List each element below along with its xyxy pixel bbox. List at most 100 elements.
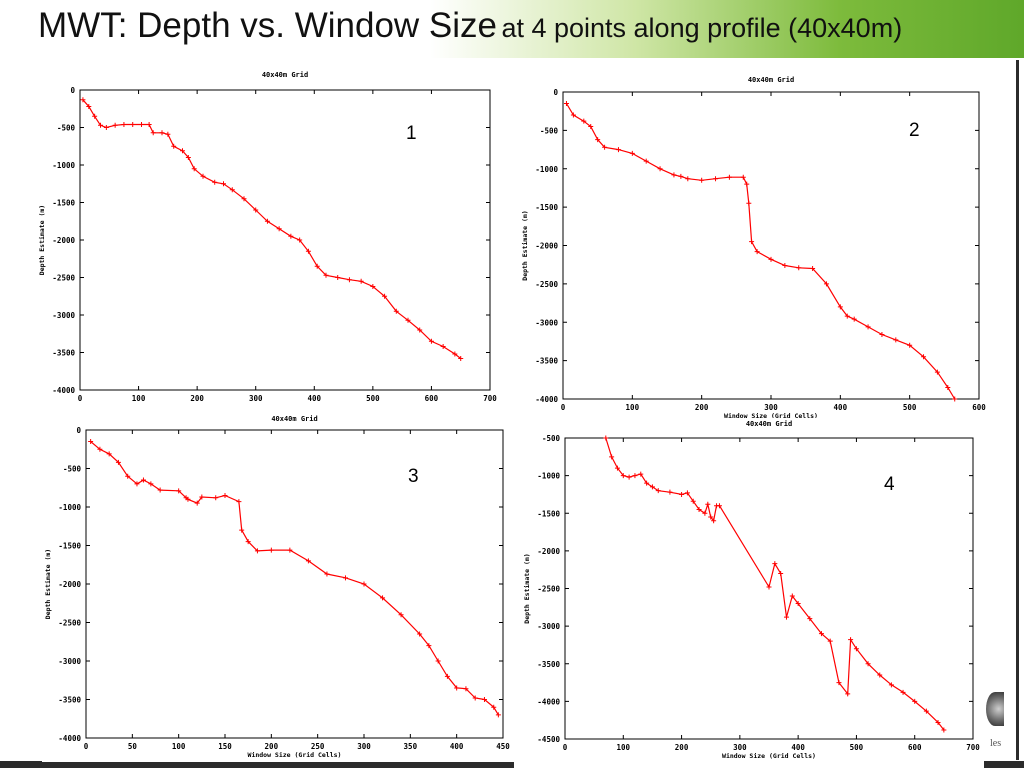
- chart-3-data-point: [463, 686, 469, 692]
- chart-2-data-point: [879, 332, 885, 338]
- chart-3-x-tick-label: 200: [265, 742, 279, 751]
- chart-1-data-point: [180, 148, 185, 154]
- chart-2-y-tick-label: -3500: [535, 357, 558, 366]
- chart-1-data-point: [92, 113, 98, 119]
- chart-1-data-point: [139, 122, 144, 127]
- chart-2-data-point: [615, 147, 621, 153]
- chart-4-series-line: [605, 437, 945, 731]
- chart-3-x-tick-label: 50: [128, 742, 138, 751]
- bottom-frame-rule: [0, 761, 1024, 768]
- chart-3-data-point: [140, 477, 146, 483]
- chart-2-data-point: [643, 158, 649, 164]
- chart-1-y-tick-label: -2000: [52, 236, 75, 245]
- chart-4-data-point: [603, 435, 609, 441]
- chart-1-data-point: [150, 130, 156, 136]
- chart-3-y-tick-label: -3000: [58, 657, 81, 666]
- right-frame-rule: [1016, 60, 1019, 760]
- chart-1-data-point: [185, 155, 191, 160]
- chart-3-data-point: [194, 500, 200, 506]
- chart-1-data-point: [346, 277, 352, 283]
- chart-4-x-tick-label: 700: [966, 743, 980, 752]
- chart-1-data-point: [103, 125, 109, 130]
- chart-2-data-point: [744, 181, 750, 187]
- chart-3-data-point: [134, 481, 140, 487]
- chart-4-data-point: [912, 698, 918, 704]
- chart-2-data-point: [952, 396, 958, 402]
- chart-1-data-point: [171, 143, 177, 149]
- chart-1-y-tick-label: -3500: [52, 349, 75, 358]
- chart-1-y-tick-label: -500: [57, 124, 76, 133]
- chart-4-data-point: [716, 503, 722, 509]
- chart-4-data-point: [711, 518, 717, 524]
- chart-2-data-point: [713, 176, 719, 182]
- chart-1-plot-frame: [79, 89, 491, 391]
- chart-3-data-point: [380, 595, 386, 601]
- chart-3-x-tick-label: 150: [218, 742, 232, 751]
- chart-3-data-point: [97, 446, 103, 452]
- chart-2-y-tick-label: -500: [540, 126, 559, 135]
- chart-2-y-tick-label: -1500: [535, 203, 558, 212]
- chart-3-data-point: [324, 571, 330, 577]
- chart-4-data-point: [783, 614, 789, 620]
- chart-1-data-point: [276, 226, 282, 232]
- chart-2-data-point: [851, 316, 857, 322]
- chart-4-data-point: [649, 484, 655, 490]
- chart-4-title: 40x40m Grid: [746, 420, 792, 428]
- chart-2-svg: 40x40m Grid 0 100 200 300 400 500 600 0 -500 -1000…: [521, 76, 986, 420]
- chart-3-y-tick-label: -1000: [58, 503, 81, 512]
- chart-3-data-point: [125, 473, 131, 479]
- chart-3-title: 40x40m Grid: [271, 415, 317, 423]
- chart-1-x-tick-label: 400: [308, 394, 322, 403]
- chart-4-data-point: [848, 637, 854, 643]
- chart-1-x-tick-label: 200: [190, 394, 204, 403]
- chart-1-x-tick-label: 100: [132, 394, 146, 403]
- chart-1-x-tick-label: 500: [366, 394, 380, 403]
- chart-3-y-tick-label: -4000: [58, 734, 81, 743]
- chart-2-number: 2: [909, 120, 920, 141]
- chart-4-data-point: [853, 646, 859, 652]
- chart-4-data-point: [705, 501, 711, 507]
- chart-2-y-tick-label: -1000: [535, 165, 558, 174]
- chart-1-svg: 40x40m Grid 0 100 200 300 400 500 600 700 0 -500 -1…: [38, 71, 497, 403]
- chart-2-x-tick-label: 300: [764, 403, 778, 412]
- chart-4-number: 4: [884, 474, 895, 495]
- chart-2-data-point: [581, 118, 587, 124]
- chart-2-data-point: [823, 281, 829, 287]
- chart-1-y-tick-label: -4000: [52, 386, 75, 395]
- chart-3-data-point: [398, 612, 404, 618]
- chart-4-data-point: [626, 474, 632, 480]
- slide-title-main: MWT: Depth vs. Window Size: [38, 6, 497, 45]
- chart-3-data-point: [239, 527, 245, 533]
- slide-title-sub: at 4 points along profile (40x40m): [501, 13, 903, 43]
- chart-2-y-axis-label: Depth Estimate (m): [521, 210, 529, 280]
- chart-3-data-point: [491, 704, 497, 710]
- logo-globe-icon: [986, 692, 1004, 726]
- chart-4-y-tick-label: -3500: [537, 660, 560, 669]
- chart-3-data-point: [435, 658, 441, 664]
- chart-4-y-tick-label: -2500: [537, 585, 560, 594]
- chart-2-x-tick-label: 100: [626, 403, 640, 412]
- chart-1-data-point: [165, 131, 171, 137]
- chart-3-y-tick-label: -2500: [58, 619, 81, 628]
- chart-1-data-point: [358, 278, 364, 284]
- chart-3-data-point: [426, 643, 432, 649]
- chart-1-data-point: [130, 122, 136, 127]
- chart-4-data-point: [795, 601, 801, 607]
- chart-3-data-point: [88, 439, 94, 445]
- chart-2-data-point: [768, 256, 774, 262]
- chart-3-data-point: [305, 558, 311, 564]
- chart-2-x-tick-label: 200: [695, 403, 709, 412]
- chart-4-data-point: [679, 491, 685, 497]
- chart-2-data-point: [699, 177, 705, 183]
- chart-3-data-point: [454, 685, 460, 691]
- chart-4-data-point: [941, 727, 947, 733]
- chart-2-data-point: [749, 239, 755, 245]
- chart-4-data-point: [632, 473, 638, 479]
- chart-4-x-tick-label: 400: [791, 743, 805, 752]
- chart-1-data-point: [253, 207, 259, 213]
- chart-2-data-point: [629, 150, 635, 156]
- chart-4-data-point: [684, 490, 690, 496]
- chart-4-svg: 40x40m Grid 0 100 200 300 400 500 600 700 -500 -10…: [523, 420, 980, 760]
- chart-4-data-point: [766, 584, 772, 590]
- chart-3-x-tick-label: 0: [84, 742, 89, 751]
